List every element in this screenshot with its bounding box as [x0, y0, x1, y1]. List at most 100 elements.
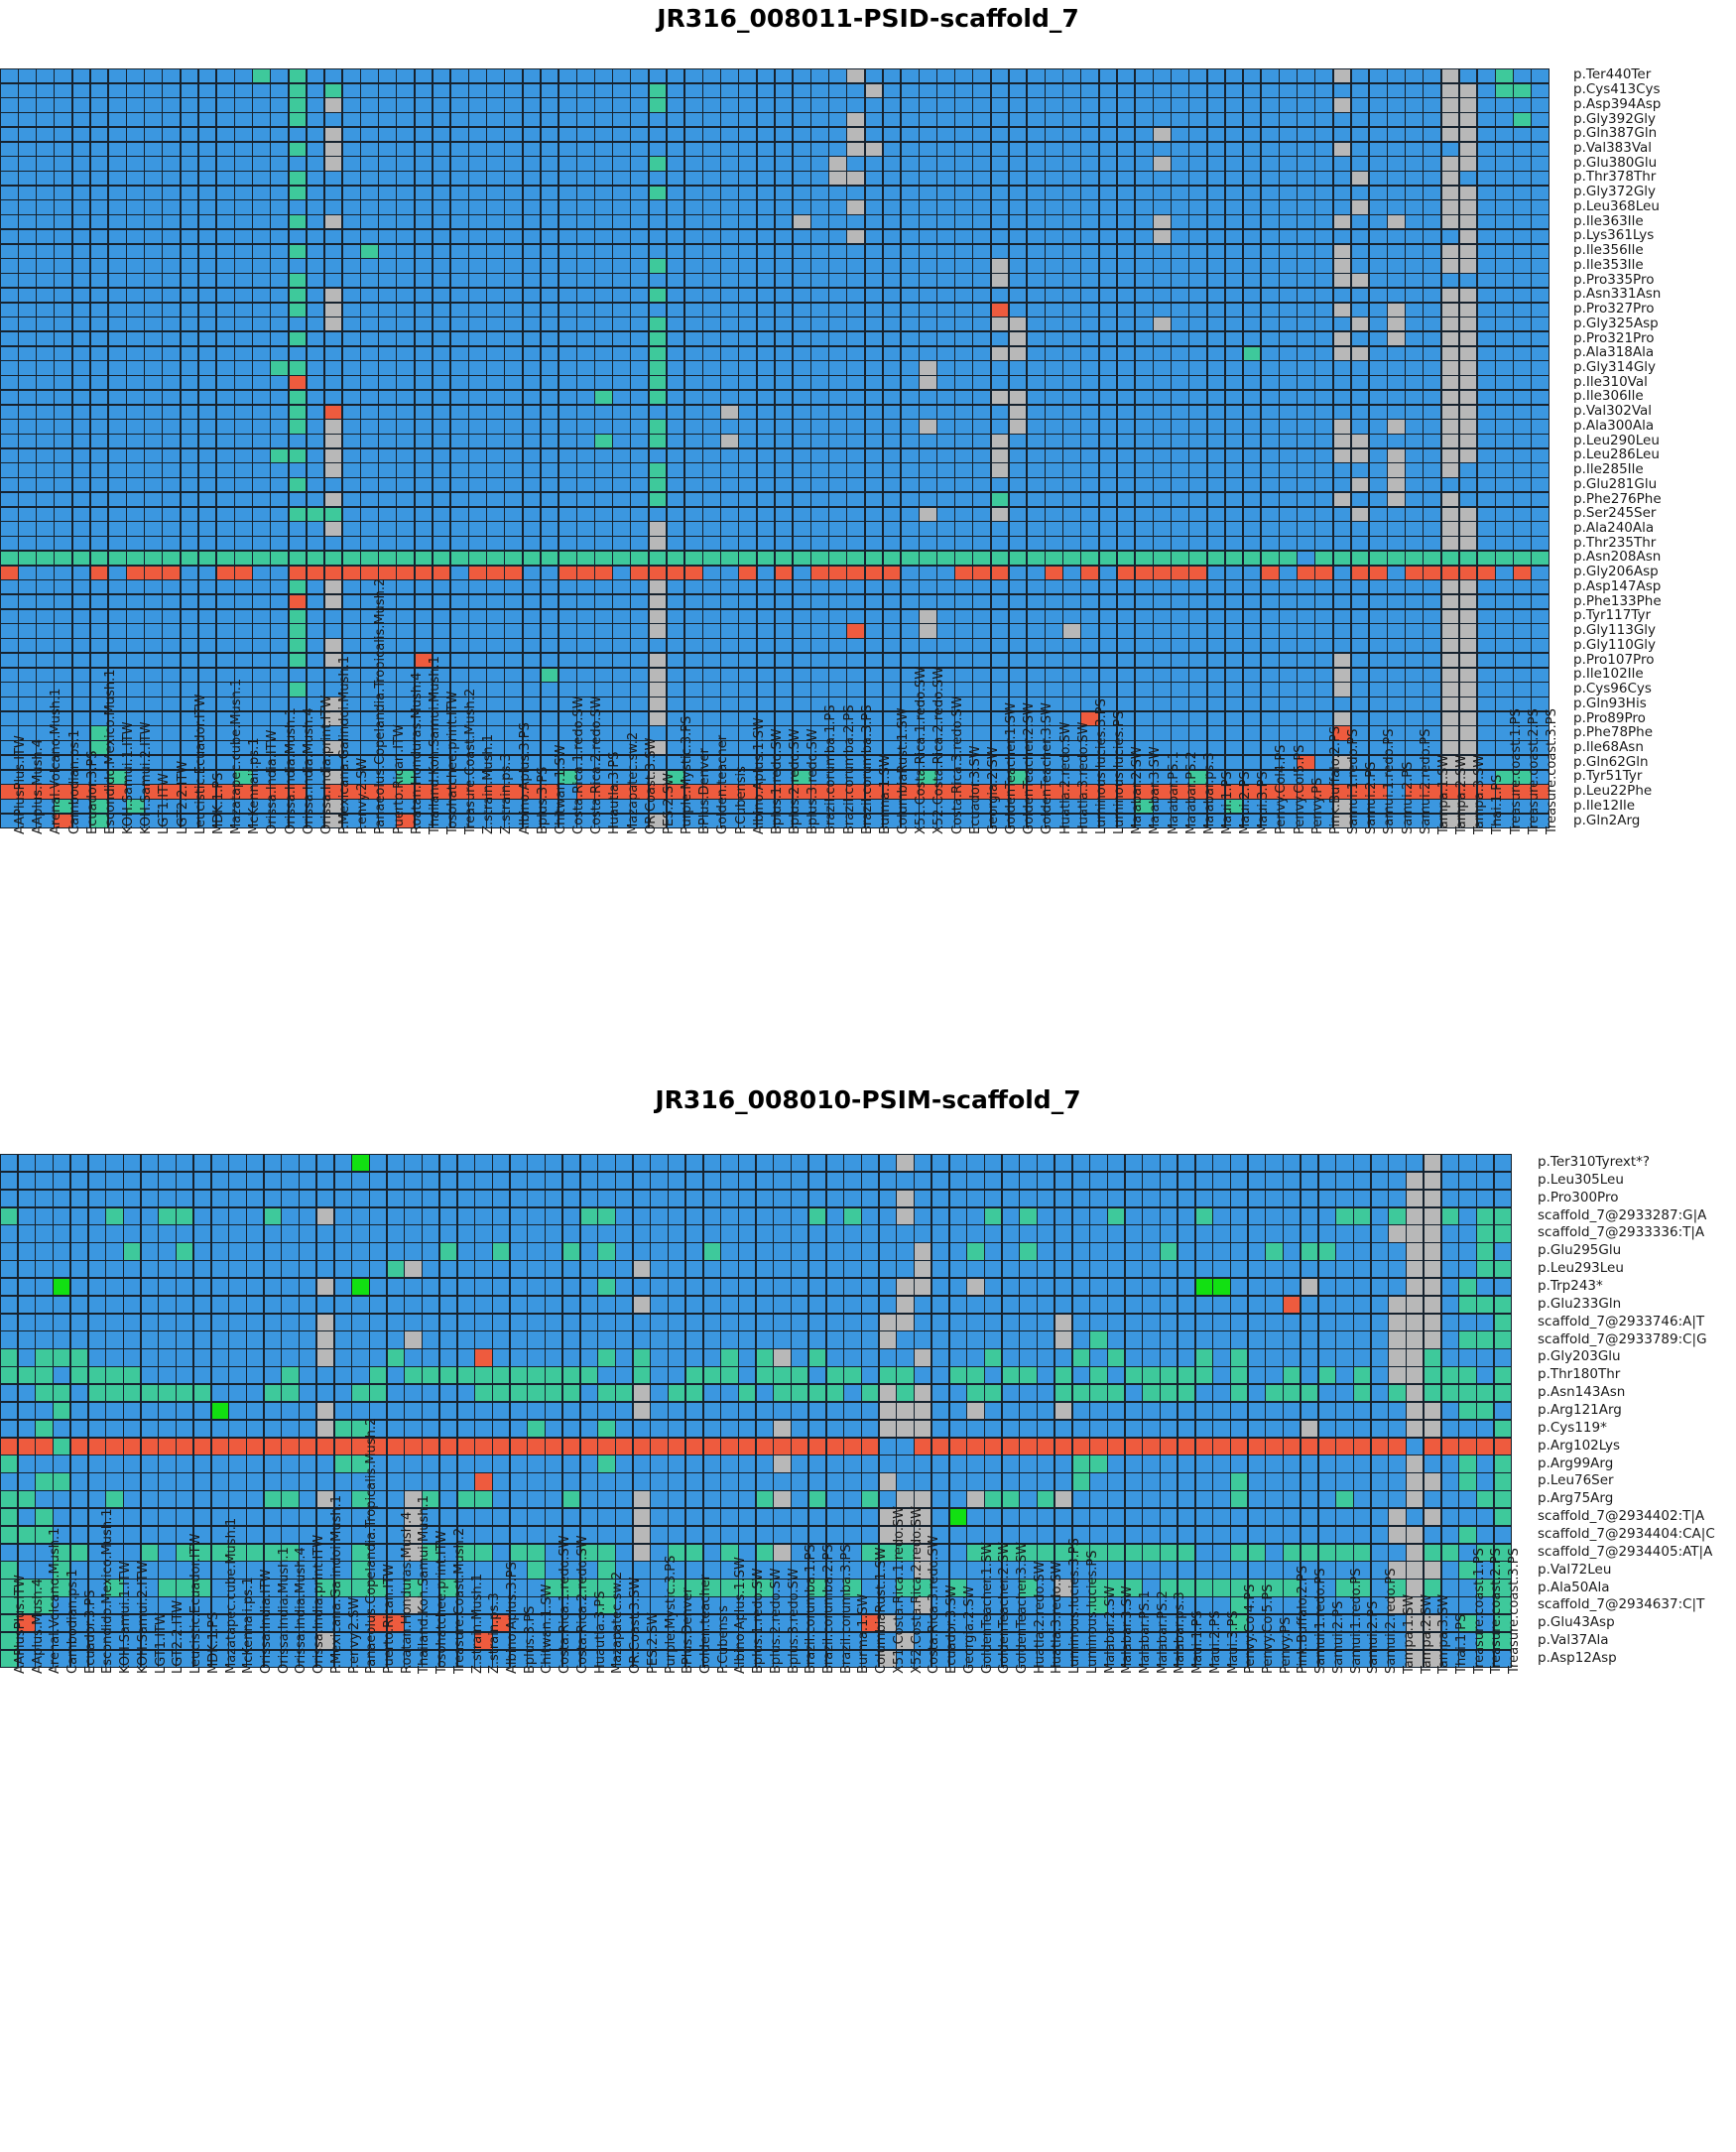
heatmap-cell: [793, 522, 810, 536]
heatmap-cell: [235, 229, 252, 244]
heatmap-cell: [649, 580, 667, 594]
heatmap-cell: [108, 800, 126, 814]
heatmap-cell: [19, 463, 36, 477]
heatmap-cell: [108, 507, 126, 521]
heatmap-cell: [342, 186, 360, 199]
heatmap-cell: [1406, 785, 1423, 799]
heatmap-cell: [307, 98, 324, 112]
heatmap-cell: [216, 69, 234, 83]
heatmap-cell: [1298, 478, 1314, 492]
heatmap-cell: [108, 331, 126, 346]
heatmap-cell: [1027, 244, 1045, 258]
heatmap-cell: [289, 551, 307, 566]
heatmap-cell: [1243, 566, 1261, 579]
heatmap-cell: [1441, 639, 1459, 653]
heatmap-cell: [1117, 668, 1135, 682]
heatmap-cell: [920, 420, 936, 434]
heatmap-cell: [1441, 711, 1459, 725]
heatmap-cell: [847, 98, 865, 112]
heatmap-cell: [577, 229, 594, 244]
heatmap-cell: [505, 172, 523, 186]
heatmap-cell: [847, 683, 865, 696]
heatmap-cell: [937, 331, 954, 346]
heatmap-cell: [1406, 755, 1423, 770]
heatmap-cell: [145, 215, 162, 229]
heatmap-cell: [55, 594, 72, 609]
heatmap-cell: [577, 346, 594, 360]
heatmap-cell: [558, 317, 576, 331]
heatmap-cell: [577, 113, 594, 127]
heatmap-cell: [756, 1190, 773, 1207]
heatmap-cell: [901, 711, 919, 725]
heatmap-cell: [300, 1172, 316, 1190]
heatmap-cell: [253, 800, 270, 814]
heatmap-cell: [1406, 580, 1423, 594]
heatmap-cell: [1243, 200, 1261, 214]
heatmap-cell: [1, 127, 18, 142]
heatmap-cell: [1424, 478, 1441, 492]
heatmap-cell: [558, 741, 576, 755]
heatmap-cell: [163, 770, 181, 784]
heatmap-psid[interactable]: [0, 68, 1550, 828]
heatmap-cell: [433, 172, 450, 186]
heatmap-cell: [847, 463, 865, 477]
heatmap-cell: [1207, 229, 1225, 244]
heatmap-cell: [901, 274, 919, 288]
heatmap-cell: [1389, 1190, 1406, 1207]
heatmap-cell: [1532, 580, 1549, 594]
heatmap-cell: [811, 580, 828, 594]
heatmap-cell: [505, 113, 523, 127]
heatmap-cell: [505, 420, 523, 434]
heatmap-cell: [774, 1172, 791, 1190]
heatmap-cell: [865, 537, 883, 551]
heatmap-cell: [316, 1190, 334, 1207]
heatmap-cell: [1477, 303, 1495, 316]
heatmap-cell: [1351, 186, 1369, 199]
heatmap-cell: [361, 435, 378, 448]
heatmap-cell: [145, 200, 162, 214]
heatmap-cell: [613, 127, 630, 142]
heatmap-cell: [920, 244, 936, 258]
heatmap-cell: [1459, 683, 1477, 696]
heatmap-cell: [883, 653, 901, 668]
heatmap-cell: [1189, 639, 1207, 653]
heatmap-cell: [667, 814, 684, 827]
heatmap-cell: [523, 229, 541, 244]
heatmap-cell: [127, 785, 144, 799]
heatmap-cell: [847, 609, 865, 623]
heatmap-cell: [1441, 113, 1459, 127]
heatmap-cell: [757, 317, 775, 331]
heatmap-cell: [361, 594, 378, 609]
heatmap-cell: [973, 244, 991, 258]
heatmap-psim[interactable]: [0, 1154, 1512, 1668]
heatmap-cell: [1280, 186, 1297, 199]
heatmap-cell: [253, 157, 270, 171]
heatmap-cell: [757, 376, 775, 390]
heatmap-cell: [106, 1225, 123, 1242]
heatmap-cell: [721, 157, 738, 171]
heatmap-cell: [991, 639, 1009, 653]
heatmap-cell: [127, 274, 144, 288]
heatmap-cell: [1354, 1207, 1371, 1224]
heatmap-cell: [216, 697, 234, 711]
heatmap-cell: [991, 741, 1009, 755]
heatmap-cell: [457, 1207, 474, 1224]
heatmap-cell: [379, 755, 396, 770]
heatmap-cell: [127, 594, 144, 609]
heatmap-cell: [307, 331, 324, 346]
heatmap-cell: [1441, 69, 1459, 83]
heatmap-cell: [487, 346, 504, 360]
heatmap-cell: [37, 390, 54, 405]
heatmap-cell: [1081, 566, 1099, 579]
heatmap-cell: [811, 711, 828, 725]
heatmap-cell: [1315, 288, 1333, 303]
heatmap-cell: [955, 157, 972, 171]
heatmap-cell: [1477, 624, 1495, 638]
heatmap-cell: [865, 98, 883, 112]
heatmap-cell: [577, 522, 594, 536]
heatmap-cell: [757, 172, 775, 186]
heatmap-cell: [1248, 1155, 1265, 1172]
heatmap-cell: [216, 580, 234, 594]
heatmap-row-label: p.Gln93His: [1573, 695, 1647, 711]
heatmap-cell: [937, 186, 954, 199]
